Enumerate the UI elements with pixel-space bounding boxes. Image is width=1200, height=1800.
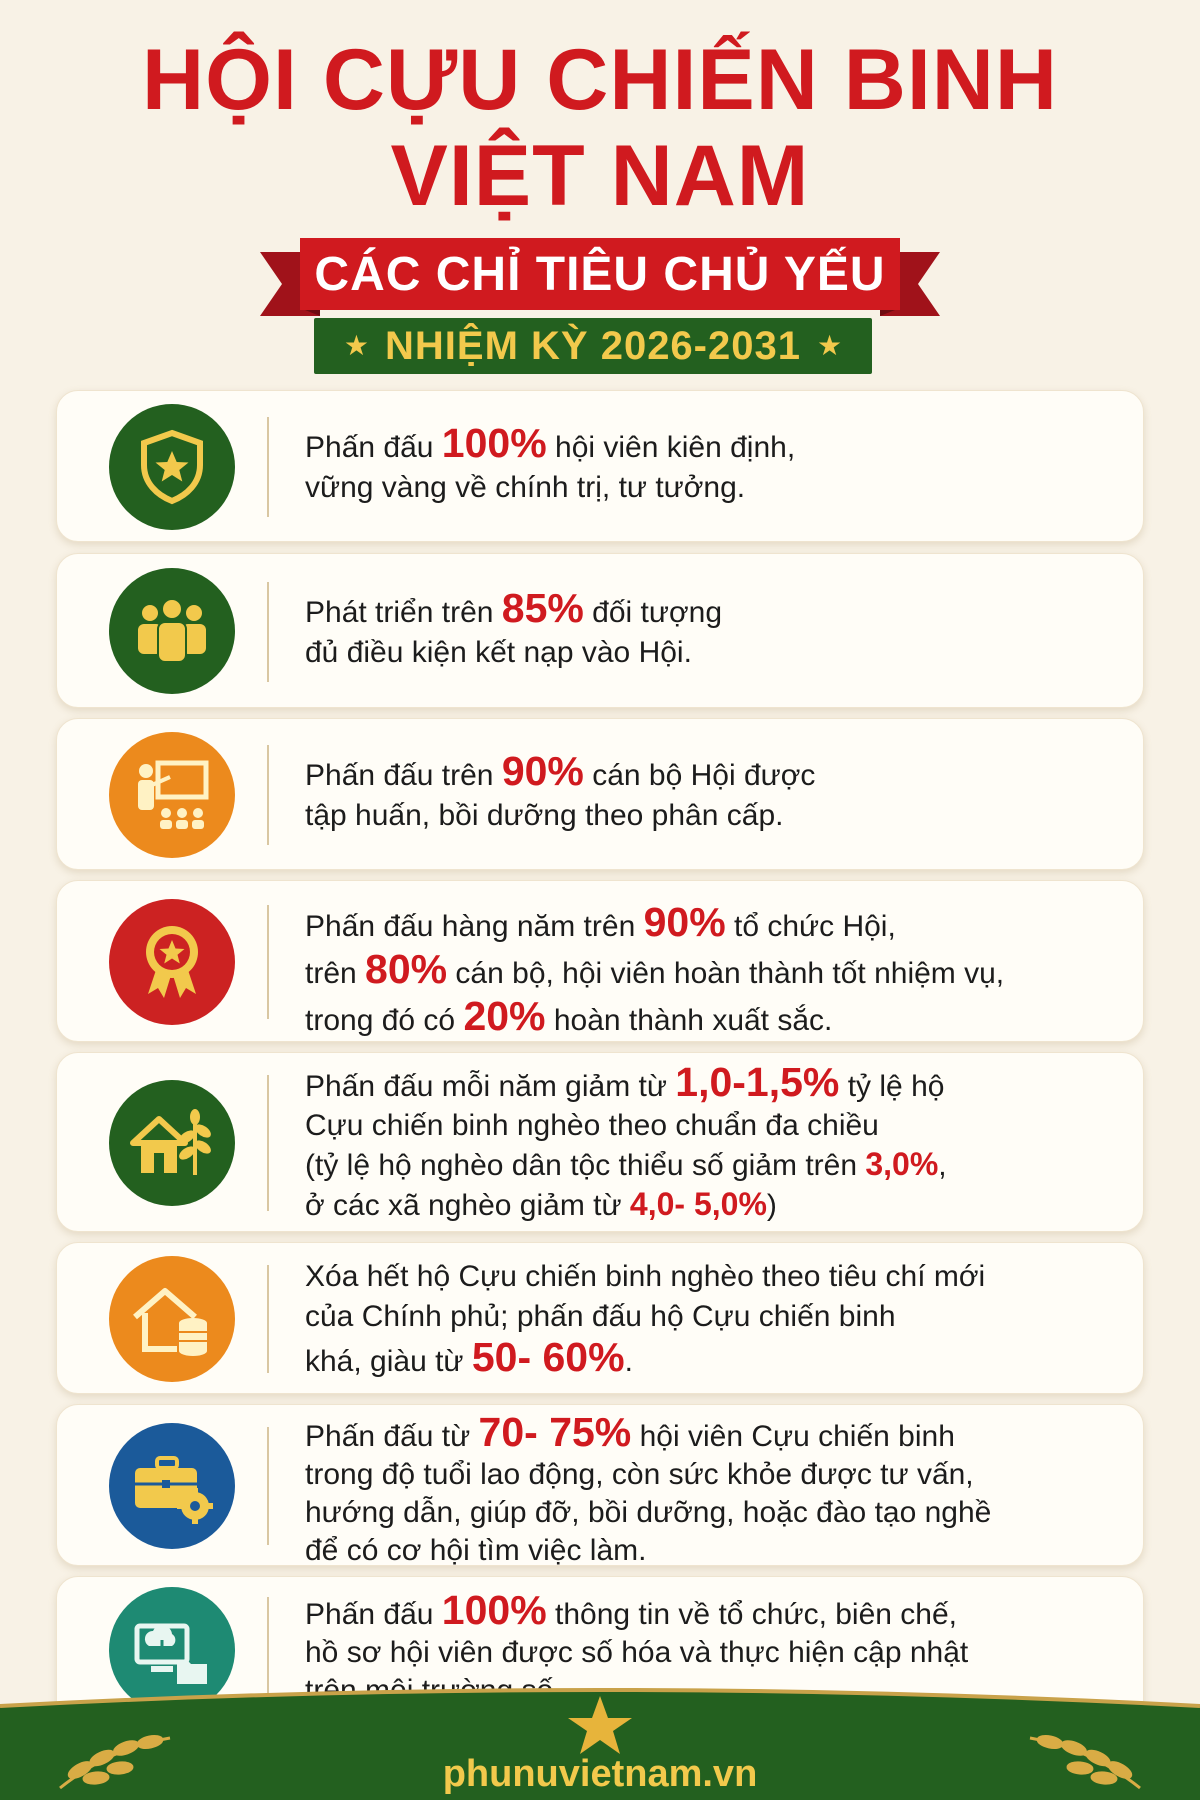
card-divider bbox=[267, 745, 269, 845]
medal-ribbon-icon bbox=[109, 899, 235, 1025]
target-card-7: Phấn đấu từ 70- 75% hội viên Cựu chiến b… bbox=[56, 1404, 1144, 1567]
card-divider bbox=[267, 1075, 269, 1211]
card-divider bbox=[267, 417, 269, 517]
house-plant-icon bbox=[109, 1080, 235, 1206]
target-card-5: Phấn đấu mỗi năm giảm từ 1,0-1,5% tỷ lệ … bbox=[56, 1052, 1144, 1232]
briefcase-gear-icon bbox=[109, 1423, 235, 1549]
target-text-3: Phấn đấu trên 90% cán bộ Hội được tập hu… bbox=[305, 748, 816, 833]
star-icon: ★ bbox=[816, 330, 843, 361]
target-card-6: Xóa hết hộ Cựu chiến binh nghèo theo tiê… bbox=[56, 1242, 1144, 1394]
target-text-8: Phấn đấu 100% thông tin về tổ chức, biên… bbox=[305, 1587, 969, 1708]
footer-banner bbox=[0, 1688, 1200, 1800]
target-text-2: Phát triển trên 85% đối tượng đủ điều ki… bbox=[305, 585, 723, 670]
footer: phunuvietnam.vn bbox=[0, 1688, 1200, 1800]
ribbon-banner-shape bbox=[260, 238, 940, 316]
card-divider bbox=[267, 1427, 269, 1545]
target-card-2: Phát triển trên 85% đối tượng đủ điều ki… bbox=[56, 553, 1144, 708]
star-icon: ★ bbox=[343, 330, 370, 361]
target-text-1: Phấn đấu 100% hội viên kiên định, vững v… bbox=[305, 420, 796, 505]
term-text: NHIỆM KỲ 2026-2031 bbox=[385, 324, 801, 368]
target-text-4: Phấn đấu hàng năm trên 90% tổ chức Hội, … bbox=[305, 899, 1005, 1039]
card-divider bbox=[267, 905, 269, 1019]
term-banner: ★ NHIỆM KỲ 2026-2031 ★ bbox=[314, 318, 872, 374]
page-title-line1: HỘI CỰU CHIẾN BINH bbox=[142, 32, 1058, 128]
target-text-7: Phấn đấu từ 70- 75% hội viên Cựu chiến b… bbox=[305, 1409, 992, 1568]
target-card-3: Phấn đấu trên 90% cán bộ Hội được tập hu… bbox=[56, 718, 1144, 870]
site-name[interactable]: phunuvietnam.vn bbox=[442, 1753, 758, 1795]
shield-star-icon bbox=[109, 404, 235, 530]
laurel-branch-icon bbox=[59, 1735, 171, 1790]
subtitle-text: CÁC CHỈ TIÊU CHỦ YẾU bbox=[314, 248, 886, 301]
house-coins-icon bbox=[109, 1256, 235, 1382]
subtitle-ribbon: CÁC CHỈ TIÊU CHỦ YẾU bbox=[260, 232, 940, 324]
people-group-icon bbox=[109, 568, 235, 694]
card-divider bbox=[267, 1265, 269, 1373]
laurel-branch-icon bbox=[1029, 1735, 1141, 1790]
training-board-icon bbox=[109, 732, 235, 858]
card-divider bbox=[267, 582, 269, 682]
target-text-5: Phấn đấu mỗi năm giảm từ 1,0-1,5% tỷ lệ … bbox=[305, 1059, 947, 1223]
cloud-computer-icon bbox=[109, 1587, 235, 1713]
page-title-line2: VIỆT NAM bbox=[390, 128, 810, 224]
card-divider bbox=[267, 1597, 269, 1707]
target-card-8: Phấn đấu 100% thông tin về tổ chức, biên… bbox=[56, 1576, 1144, 1726]
target-card-4: Phấn đấu hàng năm trên 90% tổ chức Hội, … bbox=[56, 880, 1144, 1042]
target-text-6: Xóa hết hộ Cựu chiến binh nghèo theo tiê… bbox=[305, 1260, 986, 1380]
target-card-1: Phấn đấu 100% hội viên kiên định, vững v… bbox=[56, 390, 1144, 542]
